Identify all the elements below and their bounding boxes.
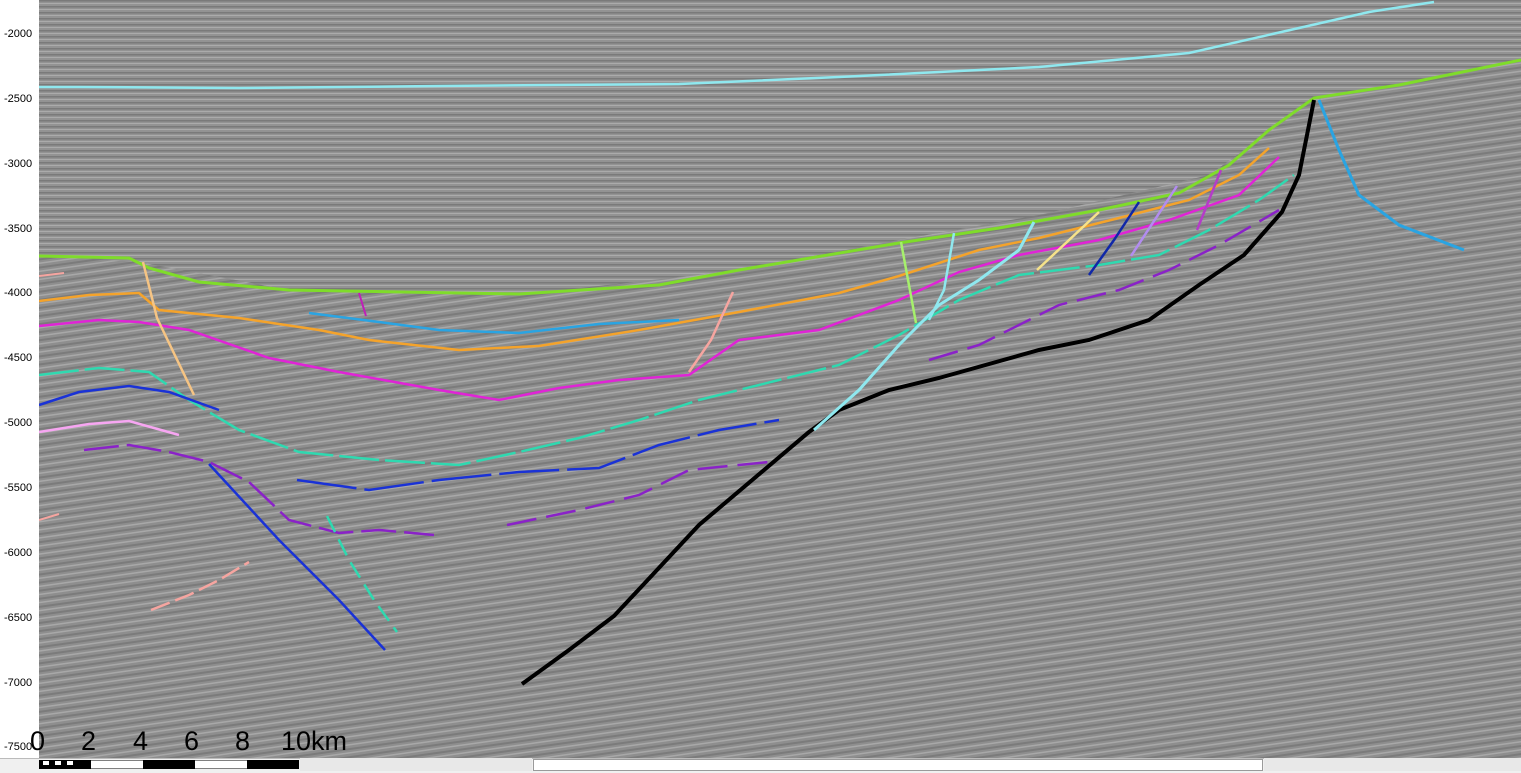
fault-cyan-branch: [927, 232, 956, 321]
scale-labels: 0 2 4 6 8 10km: [0, 726, 380, 756]
fault-navy: [1087, 201, 1141, 276]
depth-tick: -3000: [4, 158, 33, 170]
depth-tick: -5000: [4, 417, 33, 429]
horizon-magenta: [39, 156, 1280, 402]
depth-tick: -2000: [4, 28, 33, 40]
fault-light-green: [899, 241, 918, 324]
horizon-pink: [39, 419, 180, 437]
scale-label: 8: [235, 726, 251, 756]
depth-axis: -2000 -2500 -3000 -3500 -4000 -4500 -500…: [0, 0, 40, 760]
depth-tick: -6500: [4, 612, 33, 624]
horizon-green: [39, 58, 1521, 296]
horizon-blue: [39, 384, 220, 412]
fault-main-black: [520, 99, 1316, 686]
depth-tick: -2500: [4, 93, 33, 105]
sediment-body: [39, 60, 1521, 760]
horizon-salmon: [39, 272, 65, 277]
horizon-purple-mid: [506, 460, 770, 527]
scale-label: 4: [133, 726, 149, 756]
depth-tick: -6000: [4, 547, 33, 559]
depth-tick: -3500: [4, 223, 33, 235]
horizon-blue-light: [308, 311, 680, 335]
depth-tick: -5500: [4, 482, 33, 494]
fault-blue-west: [208, 463, 386, 651]
fault-violet: [1195, 169, 1223, 231]
scrollbar-thumb[interactable]: [533, 759, 1263, 771]
scale-label: 2: [81, 726, 97, 756]
depth-tick: -7500: [4, 741, 33, 753]
scale-label: 10km: [281, 726, 348, 756]
scale-label: 0: [30, 726, 46, 756]
fault-lavender: [1129, 185, 1179, 257]
scale-label: 6: [184, 726, 200, 756]
seismic-section[interactable]: [39, 0, 1521, 760]
horizon-salmon-deep: [150, 560, 250, 612]
fault-teal-west: [325, 515, 399, 633]
fault-magenta-small: [358, 292, 367, 317]
depth-tick: -4500: [4, 352, 33, 364]
fault-yellow: [1036, 211, 1100, 271]
depth-tick: -4000: [4, 287, 33, 299]
fault-east-blue: [1317, 99, 1465, 252]
fault-tan-west: [141, 261, 196, 396]
horizon-teal: [39, 173, 1295, 467]
horizon-salmon-edge: [39, 513, 60, 521]
scrollbar-track-right[interactable]: [1264, 758, 1521, 771]
horizon-orange: [39, 147, 1270, 352]
seafloor-horizon: [39, 0, 1435, 90]
horizon-purple-east: [928, 208, 1280, 362]
scale-bar: [39, 760, 299, 769]
fault-salmon: [687, 291, 735, 373]
scrollbar-track-left[interactable]: [300, 758, 532, 771]
horizon-blue-deep: [296, 418, 780, 492]
horizon-purple: [83, 443, 435, 537]
fault-cyan: [813, 221, 1036, 432]
depth-tick: -7000: [4, 677, 33, 689]
